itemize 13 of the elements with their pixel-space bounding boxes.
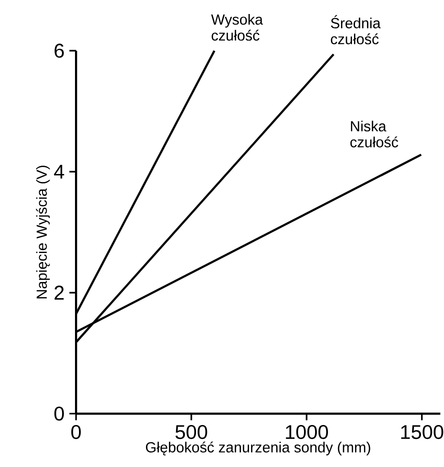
y-axis-title: Napięcie Wyjścia (V) bbox=[36, 166, 50, 298]
y-tick-label: 2 bbox=[54, 286, 64, 300]
series-label: Średnia czułość bbox=[330, 15, 380, 44]
x-tick-label: 500 bbox=[175, 424, 208, 440]
series-label: Niska czułość bbox=[350, 120, 398, 148]
x-axis-title: Głębokość zanurzenia sondy (mm) bbox=[146, 442, 370, 456]
x-tick-label: 0 bbox=[71, 424, 81, 440]
x-tick-label: 1000 bbox=[286, 424, 328, 440]
series-label: Wysoka czułość bbox=[210, 14, 263, 41]
y-tick-label: 0 bbox=[54, 406, 64, 421]
y-tick-label: 4 bbox=[54, 164, 64, 179]
y-tick-label: 6 bbox=[54, 44, 64, 58]
x-tick-label: 1500 bbox=[401, 424, 444, 440]
